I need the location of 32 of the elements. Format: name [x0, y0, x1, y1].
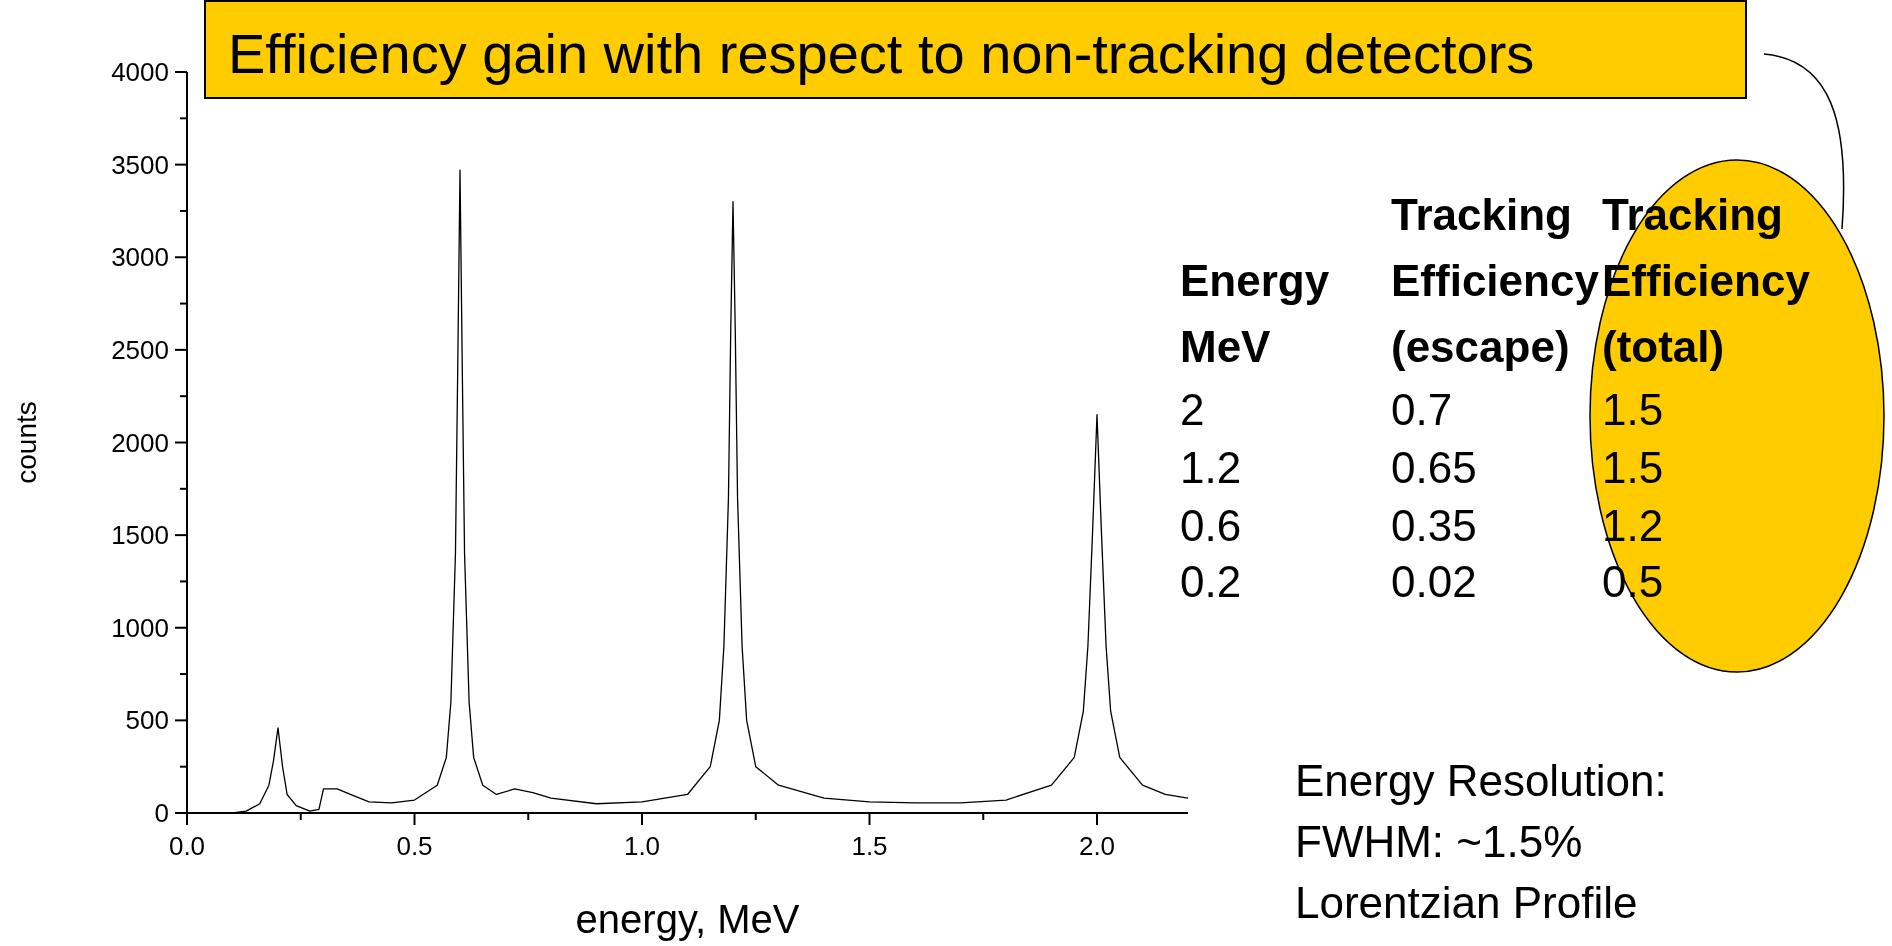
text: 0.7	[1391, 385, 1453, 434]
y-tick-label: 4000	[111, 57, 169, 87]
annotation: Energy MeV	[1180, 256, 1330, 371]
x-tick-label: 1.0	[623, 831, 661, 861]
annotation: 0.2	[1180, 557, 1242, 606]
y-tick-label: 2500	[111, 334, 169, 365]
x-tick-label: 0.5	[396, 831, 433, 861]
y-tick-label: 2000	[111, 427, 169, 458]
text: 0.35	[1391, 501, 1477, 550]
callout-box: Efficiency gain with respect to non-tracking detectors	[204, 0, 1747, 99]
y-tick-label: 1000	[111, 612, 169, 643]
text: 0.02	[1391, 557, 1477, 606]
y-tick-label: 500	[125, 705, 169, 736]
text: 1.2	[1602, 501, 1664, 550]
text: 1.5	[1602, 443, 1664, 492]
x-tick-label: 2.0	[1078, 831, 1116, 861]
y-tick-label: 3500	[111, 149, 169, 180]
y-tick-label: 3000	[111, 242, 169, 273]
annotation: 1.2	[1180, 443, 1242, 492]
annotation: Efficiency gain with respect to non-tracking detectors	[228, 22, 1535, 85]
text: Tracking Efficiency (escape)	[1391, 190, 1600, 371]
y-axis-title: counts	[11, 401, 42, 484]
text: 1.5	[1602, 385, 1664, 434]
annotation: 2	[1180, 385, 1205, 434]
annotation: 0.6	[1180, 501, 1242, 550]
x-tick-label: 1.5	[851, 831, 888, 861]
y-tick-label: 0	[154, 798, 169, 828]
x-tick-label: 0.0	[168, 831, 206, 861]
text: Energy Resolution: FWHM: ~1.5% Lorentzian Profile	[1295, 756, 1667, 927]
text: 0.65	[1391, 443, 1477, 492]
x-axis-title: energy, MeV	[575, 897, 800, 941]
y-tick-label: 1500	[111, 520, 169, 551]
